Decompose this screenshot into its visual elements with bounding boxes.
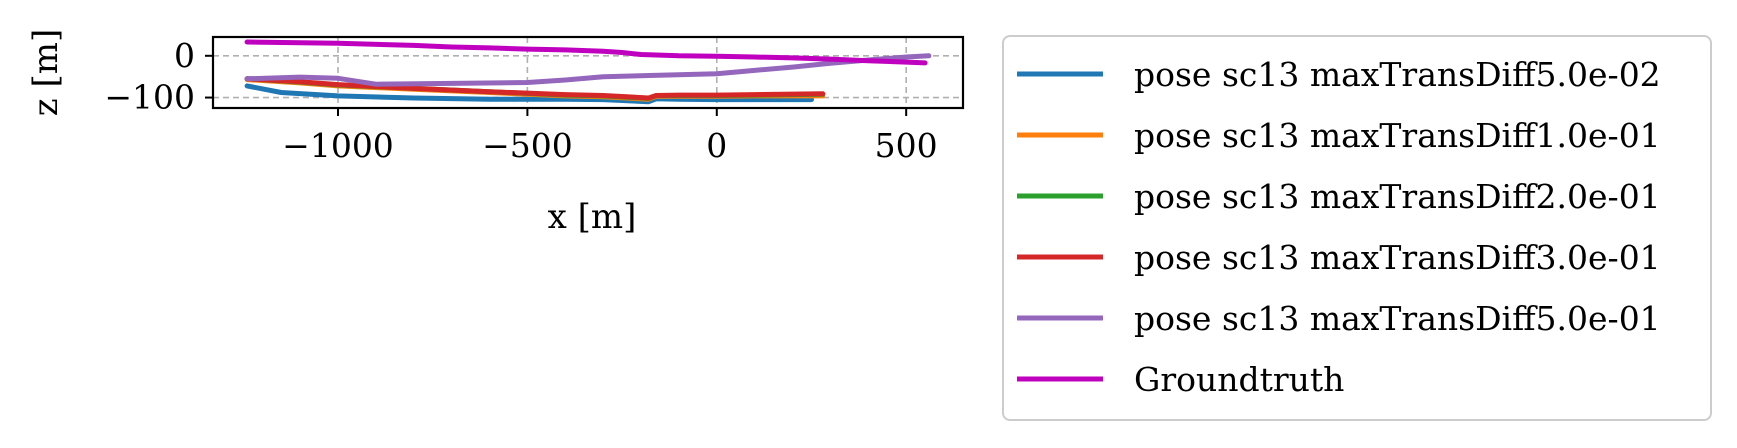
x-tick-label: −500 — [482, 126, 573, 165]
x-tick-label: 500 — [875, 126, 938, 165]
legend-label-6: Groundtruth — [1134, 360, 1344, 399]
series-group — [244, 39, 932, 105]
x-tick-label: 0 — [706, 126, 727, 165]
axes-frame — [211, 35, 965, 110]
legend-label-5: pose sc13 maxTransDiff5.0e-01 — [1134, 299, 1661, 338]
x-axis-label: x [m] — [548, 197, 637, 237]
legend-label-1: pose sc13 maxTransDiff5.0e-02 — [1134, 55, 1661, 94]
y-tick-label: 0 — [174, 36, 195, 75]
series-line-4 — [244, 76, 826, 101]
y-tick-label: −100 — [104, 78, 195, 117]
series-line-6 — [244, 39, 928, 66]
legend-label-2: pose sc13 maxTransDiff1.0e-01 — [1134, 116, 1661, 155]
legend-label-4: pose sc13 maxTransDiff3.0e-01 — [1134, 238, 1661, 277]
legend-label-3: pose sc13 maxTransDiff2.0e-01 — [1134, 177, 1661, 216]
legend-box — [1002, 35, 1712, 421]
series-line-1 — [244, 83, 814, 105]
y-axis-label: z [m] — [26, 29, 66, 117]
x-tick-label: −1000 — [282, 126, 394, 165]
legend: pose sc13 maxTransDiff5.0e-02 pose sc13 m… — [1002, 35, 1712, 421]
